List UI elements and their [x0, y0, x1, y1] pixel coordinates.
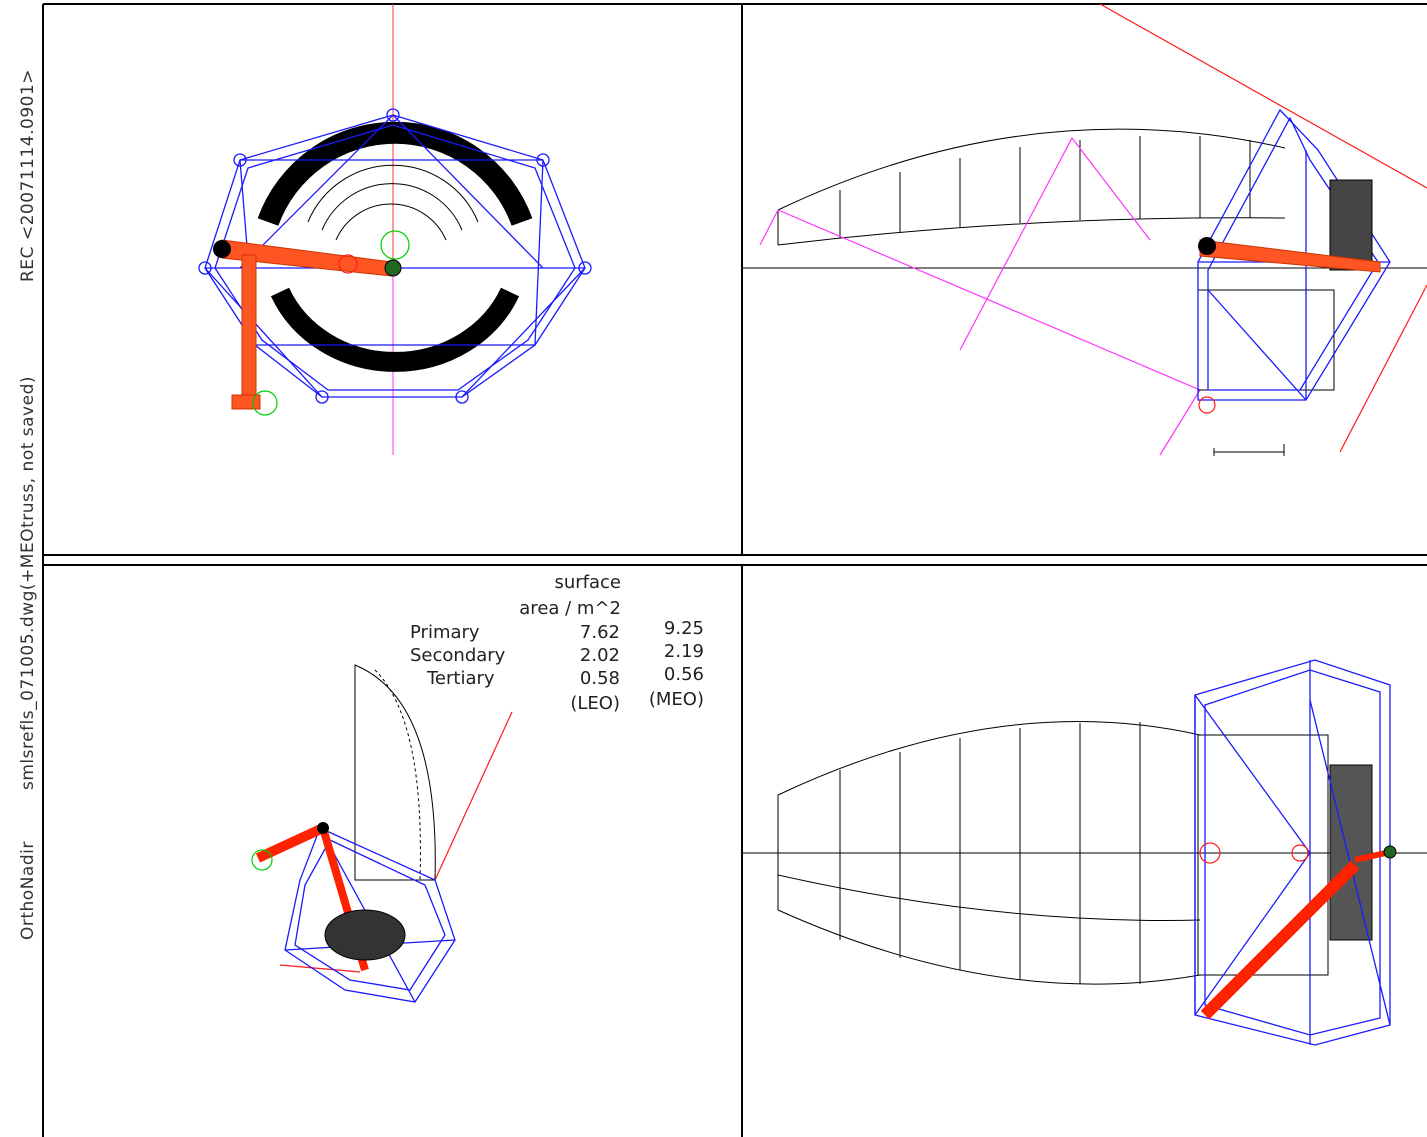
meo-area: 0.56 — [664, 664, 704, 685]
viewport-frame — [42, 3, 1427, 1137]
leo-area: 0.58 — [580, 668, 620, 689]
table-header: area / m^2 — [519, 598, 621, 619]
surface-name: Secondary — [410, 645, 506, 666]
side-view — [742, 3, 1427, 456]
table-footer: (MEO) — [649, 689, 704, 710]
surface-name: Tertiary — [426, 668, 495, 689]
surface-area-table: surface area / m^2 Primary 7.62 9.25 Sec… — [410, 572, 704, 714]
leo-area: 7.62 — [580, 622, 620, 643]
top-view — [742, 659, 1427, 1046]
meo-area: 2.19 — [664, 641, 704, 662]
surface-name: Primary — [410, 622, 480, 643]
table-footer: (LEO) — [570, 693, 620, 714]
table-header: surface — [554, 572, 621, 593]
oblique-view — [251, 664, 513, 1003]
file-name: smlsrefls_071005.dwg(+MEOtruss, not save… — [18, 376, 38, 790]
front-view — [198, 4, 592, 455]
view-name: OrthoNadir — [18, 841, 38, 940]
meo-area: 9.25 — [664, 618, 704, 639]
record-stamp: REC <20071114.0901> — [18, 69, 38, 282]
leo-area: 2.02 — [580, 645, 620, 666]
